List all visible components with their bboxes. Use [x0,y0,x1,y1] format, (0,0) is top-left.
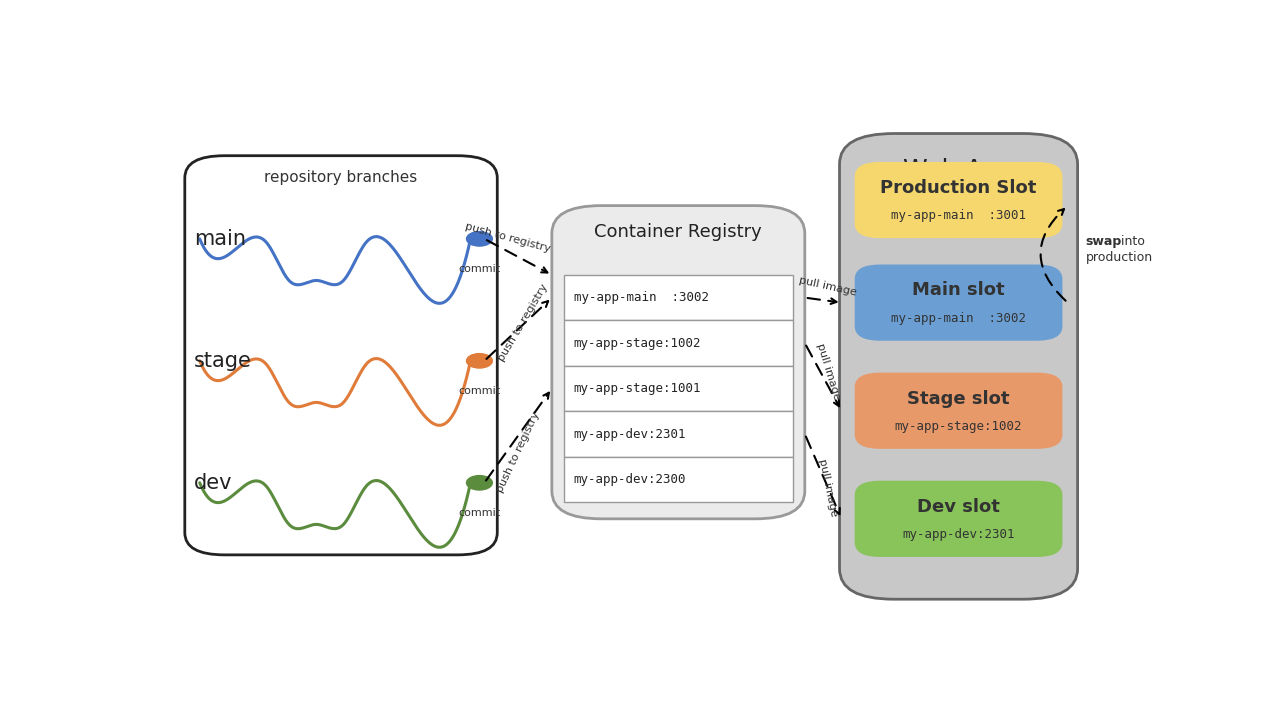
Text: my-app-main  :3002: my-app-main :3002 [891,312,1027,325]
Text: my-app-dev:2301: my-app-dev:2301 [902,528,1015,541]
Text: commit: commit [458,508,500,518]
Circle shape [466,354,493,368]
FancyBboxPatch shape [855,163,1061,238]
FancyBboxPatch shape [855,482,1061,557]
Text: stage: stage [193,351,252,371]
FancyBboxPatch shape [563,411,792,456]
Text: Stage slot: Stage slot [908,390,1010,408]
Text: push to registry: push to registry [495,410,541,494]
FancyBboxPatch shape [563,275,792,320]
Circle shape [466,476,493,490]
FancyBboxPatch shape [840,133,1078,599]
Text: my-app-main  :3002: my-app-main :3002 [573,291,709,304]
FancyBboxPatch shape [552,206,805,519]
Text: Production Slot: Production Slot [881,179,1037,197]
Text: push to registry: push to registry [497,282,550,363]
Text: my-app-stage:1001: my-app-stage:1001 [573,382,701,395]
Text: swap: swap [1085,235,1121,248]
Text: pull image: pull image [817,458,840,517]
Text: main: main [193,229,246,249]
Text: pull image: pull image [815,342,841,401]
Text: my-app-stage:1002: my-app-stage:1002 [573,336,701,350]
Text: commit: commit [458,264,500,274]
Circle shape [466,232,493,246]
FancyBboxPatch shape [563,456,792,503]
Text: commit: commit [458,386,500,396]
Text: my-app-dev:2301: my-app-dev:2301 [573,428,686,441]
FancyBboxPatch shape [855,265,1061,340]
Text: my-app-stage:1002: my-app-stage:1002 [895,420,1023,433]
Text: my-app-dev:2300: my-app-dev:2300 [573,473,686,486]
Text: repository branches: repository branches [265,171,417,185]
Text: production: production [1085,251,1153,264]
FancyBboxPatch shape [563,366,792,411]
Text: dev: dev [193,473,232,492]
Text: Main slot: Main slot [913,282,1005,300]
Text: into: into [1117,235,1146,248]
FancyBboxPatch shape [855,373,1061,448]
Text: push to registry: push to registry [465,221,552,254]
Text: Web App: Web App [902,158,1014,181]
Text: Container Registry: Container Registry [594,223,762,241]
Text: my-app-main  :3001: my-app-main :3001 [891,209,1027,222]
Text: pull image: pull image [799,275,858,297]
FancyBboxPatch shape [563,320,792,366]
Text: Dev slot: Dev slot [918,498,1000,516]
